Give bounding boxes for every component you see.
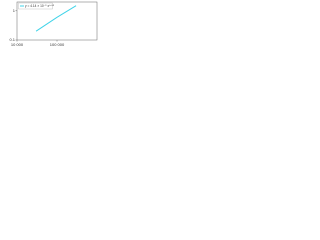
legend-label: y = 4.14 × 10⁻⁵ x⁰·⁸⁵ xyxy=(25,4,55,8)
x-tick-label: 10 000 xyxy=(11,42,24,47)
y-tick-label: 0.1 xyxy=(9,37,15,42)
y-tick-label: 1 xyxy=(13,8,16,13)
x-tick-label: 100 000 xyxy=(50,42,65,47)
chart: 10 000 100 000 0.1 1 y = 4.14 × 10⁻⁵ x⁰·⁸⁵ xyxy=(9,1,98,47)
page: {"chart_data": {"type": "line", "log_x":… xyxy=(0,0,100,51)
series-line xyxy=(35,5,77,32)
legend-box xyxy=(18,2,53,10)
